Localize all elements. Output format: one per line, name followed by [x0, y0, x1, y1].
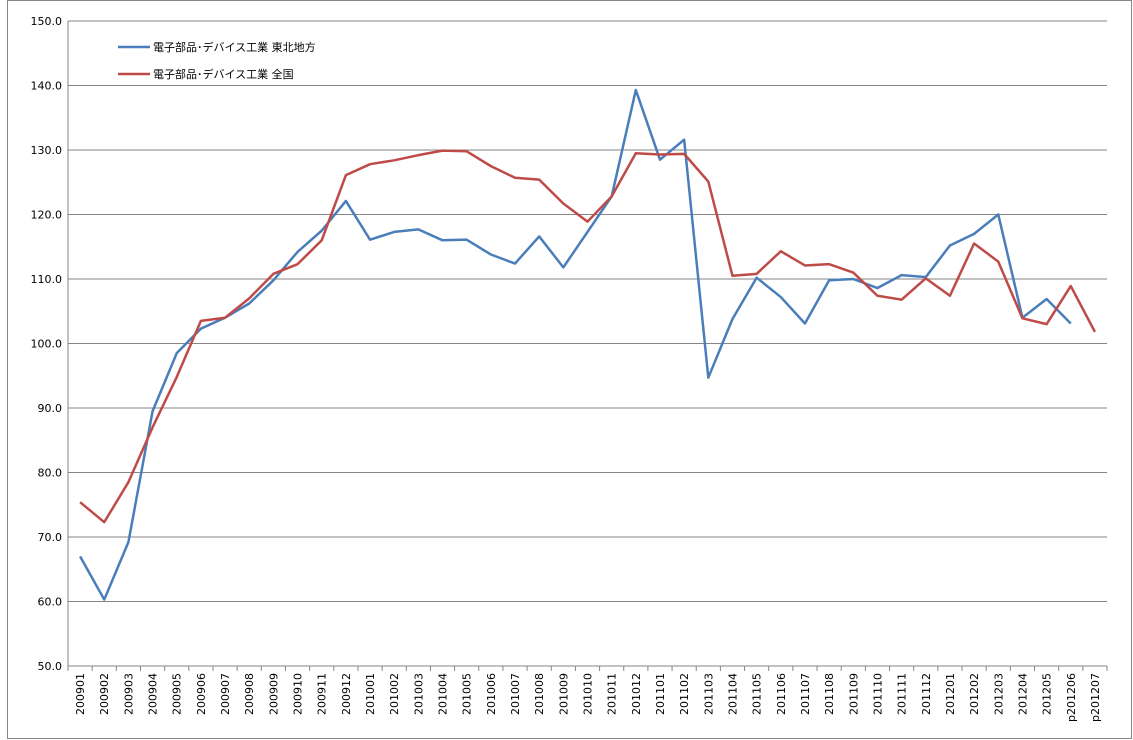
- y-tick-label: 50.0: [38, 660, 63, 673]
- x-tick-label: 200907: [219, 673, 232, 715]
- x-tick-label: 201005: [461, 673, 474, 715]
- series-line: [78, 88, 1072, 601]
- x-tick-label: 200903: [122, 673, 135, 715]
- x-tick-label: 201104: [726, 673, 739, 715]
- legend-label: 電子部品･デバイス工業 東北地方: [153, 40, 316, 54]
- x-tick-label: 201111: [896, 673, 909, 715]
- y-tick-label: 140.0: [31, 80, 63, 93]
- x-tick-label: 201108: [823, 673, 836, 715]
- x-tick-label: 201112: [920, 673, 933, 715]
- x-tick-label: 200909: [267, 673, 280, 715]
- x-tick-label: 200908: [243, 673, 256, 715]
- x-tick-label: 201009: [557, 673, 570, 715]
- x-tick-label: 200912: [340, 673, 353, 715]
- x-tick-label: 201205: [1041, 673, 1054, 715]
- x-tick-label: 201101: [654, 673, 667, 715]
- y-tick-label: 120.0: [31, 209, 63, 222]
- x-tick-label: 200911: [316, 673, 329, 715]
- x-tick-label: 201201: [944, 673, 957, 715]
- x-tick-label: 201107: [799, 673, 812, 715]
- x-tick-label: p201207: [1089, 673, 1102, 722]
- x-tick-label: 201008: [533, 673, 546, 715]
- series-line: [79, 149, 1097, 524]
- x-tick-label: 201007: [509, 673, 522, 715]
- x-tick-label: 201102: [678, 673, 691, 715]
- x-tick-label: 200904: [147, 673, 160, 715]
- x-tick-label: 201109: [847, 673, 860, 715]
- x-tick-label: 201106: [775, 673, 788, 715]
- x-tick-label: 201103: [702, 673, 715, 715]
- x-tick-label: 201105: [751, 673, 764, 715]
- y-tick-label: 80.0: [38, 467, 63, 480]
- y-tick-label: 150.0: [31, 15, 63, 28]
- y-tick-label: 70.0: [38, 531, 63, 544]
- x-tick-label: 201202: [968, 673, 981, 715]
- y-tick-label: 100.0: [31, 338, 63, 351]
- chart-border: [7, 0, 1132, 739]
- x-tick-label: 201002: [388, 673, 401, 715]
- x-tick-label: 201110: [871, 673, 884, 715]
- x-tick-label: 200905: [171, 673, 184, 715]
- x-tick-label: 200901: [74, 673, 87, 715]
- y-tick-label: 90.0: [38, 402, 63, 415]
- x-tick-label: 201203: [992, 673, 1005, 715]
- x-tick-label: 201010: [582, 673, 595, 715]
- x-tick-label: 200910: [292, 673, 305, 715]
- x-tick-label: 201003: [412, 673, 425, 715]
- x-tick-label: 200902: [98, 673, 111, 715]
- legend-label: 電子部品･デバイス工業 全国: [153, 67, 294, 81]
- x-tick-label: 201001: [364, 673, 377, 715]
- x-tick-label: 201004: [437, 673, 450, 715]
- x-tick-label: 201204: [1016, 673, 1029, 715]
- x-tick-label: 201011: [606, 673, 619, 715]
- y-tick-label: 60.0: [38, 596, 63, 609]
- x-tick-label: 201012: [630, 673, 643, 715]
- x-tick-label: p201206: [1065, 673, 1078, 722]
- y-tick-label: 110.0: [31, 273, 63, 286]
- x-tick-label: 201006: [485, 673, 498, 715]
- y-tick-label: 130.0: [31, 144, 63, 157]
- x-tick-label: 200906: [195, 673, 208, 715]
